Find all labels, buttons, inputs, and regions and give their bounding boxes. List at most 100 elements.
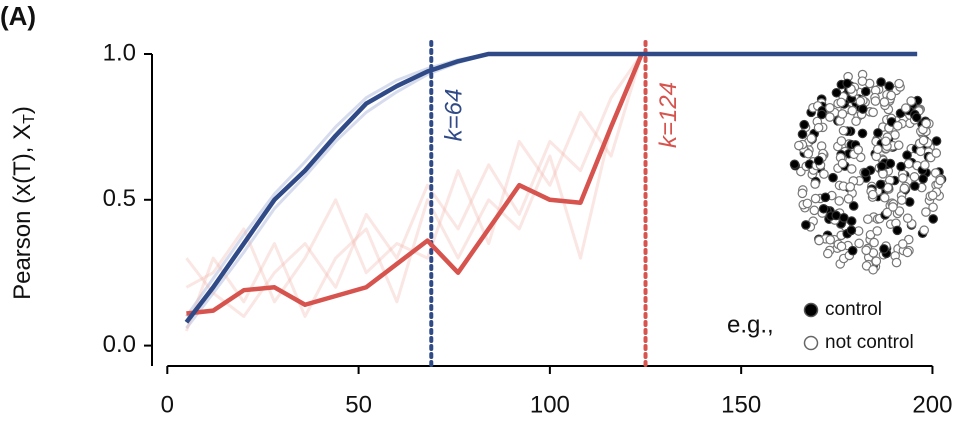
y-label-main: Pearson (x(T), X <box>9 124 36 300</box>
network-node <box>870 96 881 106</box>
network-node <box>818 203 829 214</box>
network-node <box>891 257 902 268</box>
network-node <box>837 109 848 119</box>
y-tick-label: 0.5 <box>103 185 136 212</box>
network-node <box>931 148 942 158</box>
network-node <box>918 135 929 146</box>
network-node <box>861 245 871 256</box>
network-node <box>884 81 895 91</box>
network-node <box>919 225 929 236</box>
network-node <box>836 241 847 252</box>
network-node <box>911 112 922 123</box>
network-node <box>834 196 845 206</box>
legend-label: control <box>825 299 882 320</box>
network-node <box>799 119 810 130</box>
network-node <box>900 103 911 113</box>
faint-run <box>185 52 918 330</box>
network-node <box>880 136 891 147</box>
network-node <box>868 264 878 275</box>
network-node <box>868 107 878 118</box>
network-node <box>854 238 864 249</box>
x-tick-label: 150 <box>721 391 761 418</box>
network-node <box>836 97 847 108</box>
network-node <box>858 104 868 114</box>
network-node <box>868 189 878 200</box>
network-node <box>920 160 930 170</box>
network-node <box>861 86 871 97</box>
network-node <box>853 144 864 155</box>
network-node <box>921 207 931 217</box>
network-node <box>886 90 896 101</box>
network-node <box>797 129 808 140</box>
network-node <box>838 125 849 136</box>
network-node <box>872 144 883 155</box>
y-tick-label: 0.0 <box>103 331 136 358</box>
network-node <box>857 128 868 139</box>
network-node <box>845 181 856 192</box>
network-node <box>825 234 836 245</box>
network-node <box>789 159 800 170</box>
network-node <box>871 256 882 266</box>
network-node <box>909 181 920 191</box>
network-node <box>803 148 814 159</box>
network-node <box>873 128 883 138</box>
y-label-sub: T <box>21 114 38 124</box>
network-node <box>904 197 915 207</box>
network-node <box>902 150 912 161</box>
network-node <box>882 207 893 218</box>
network-node <box>847 105 858 116</box>
network-node <box>862 214 873 225</box>
y-tick-label: 1.0 <box>103 39 136 66</box>
network-node <box>878 169 888 179</box>
network-node <box>879 192 890 203</box>
network-node <box>896 161 906 172</box>
network-node <box>846 225 857 236</box>
network-node <box>935 175 946 186</box>
network-node <box>801 220 811 230</box>
series-line <box>184 51 918 324</box>
network-node <box>847 245 858 256</box>
network-node <box>894 78 904 89</box>
network-node <box>918 174 928 184</box>
network-node <box>816 109 827 120</box>
network-node <box>809 205 820 216</box>
x-tick-label: 200 <box>912 391 952 418</box>
network-node <box>810 193 821 204</box>
legend-prefix: e.g., <box>727 311 774 338</box>
panel-label: (A) <box>0 1 36 31</box>
y-label-end: ) <box>9 106 36 114</box>
network-node <box>896 195 907 205</box>
x-tick-label: 50 <box>345 391 372 418</box>
network-node <box>857 76 868 86</box>
network-node <box>846 164 857 174</box>
series-line <box>186 53 644 316</box>
network-node <box>898 173 908 183</box>
network-node <box>813 122 824 133</box>
x-tick-label: 0 <box>161 391 174 418</box>
network-node <box>823 248 833 259</box>
network-node <box>819 169 829 179</box>
network-node <box>848 201 859 211</box>
network-node <box>875 179 886 190</box>
network-node <box>888 202 898 212</box>
network-node <box>909 172 920 182</box>
network-node <box>813 155 824 166</box>
network-node <box>902 213 913 223</box>
legend-marker <box>803 335 819 351</box>
network-node <box>820 192 831 203</box>
faint-run <box>185 53 644 304</box>
network-node <box>927 190 938 201</box>
network-node <box>897 239 908 249</box>
network-node <box>831 87 842 98</box>
threshold-label: k=64 <box>441 89 468 142</box>
network-node <box>876 77 886 87</box>
network-node <box>885 158 896 169</box>
network-node <box>802 198 813 209</box>
network-node <box>902 247 913 258</box>
network-node <box>839 212 849 223</box>
network-node <box>906 96 916 106</box>
network-node <box>842 78 852 89</box>
inset-network <box>789 69 947 275</box>
network-node <box>843 194 854 204</box>
